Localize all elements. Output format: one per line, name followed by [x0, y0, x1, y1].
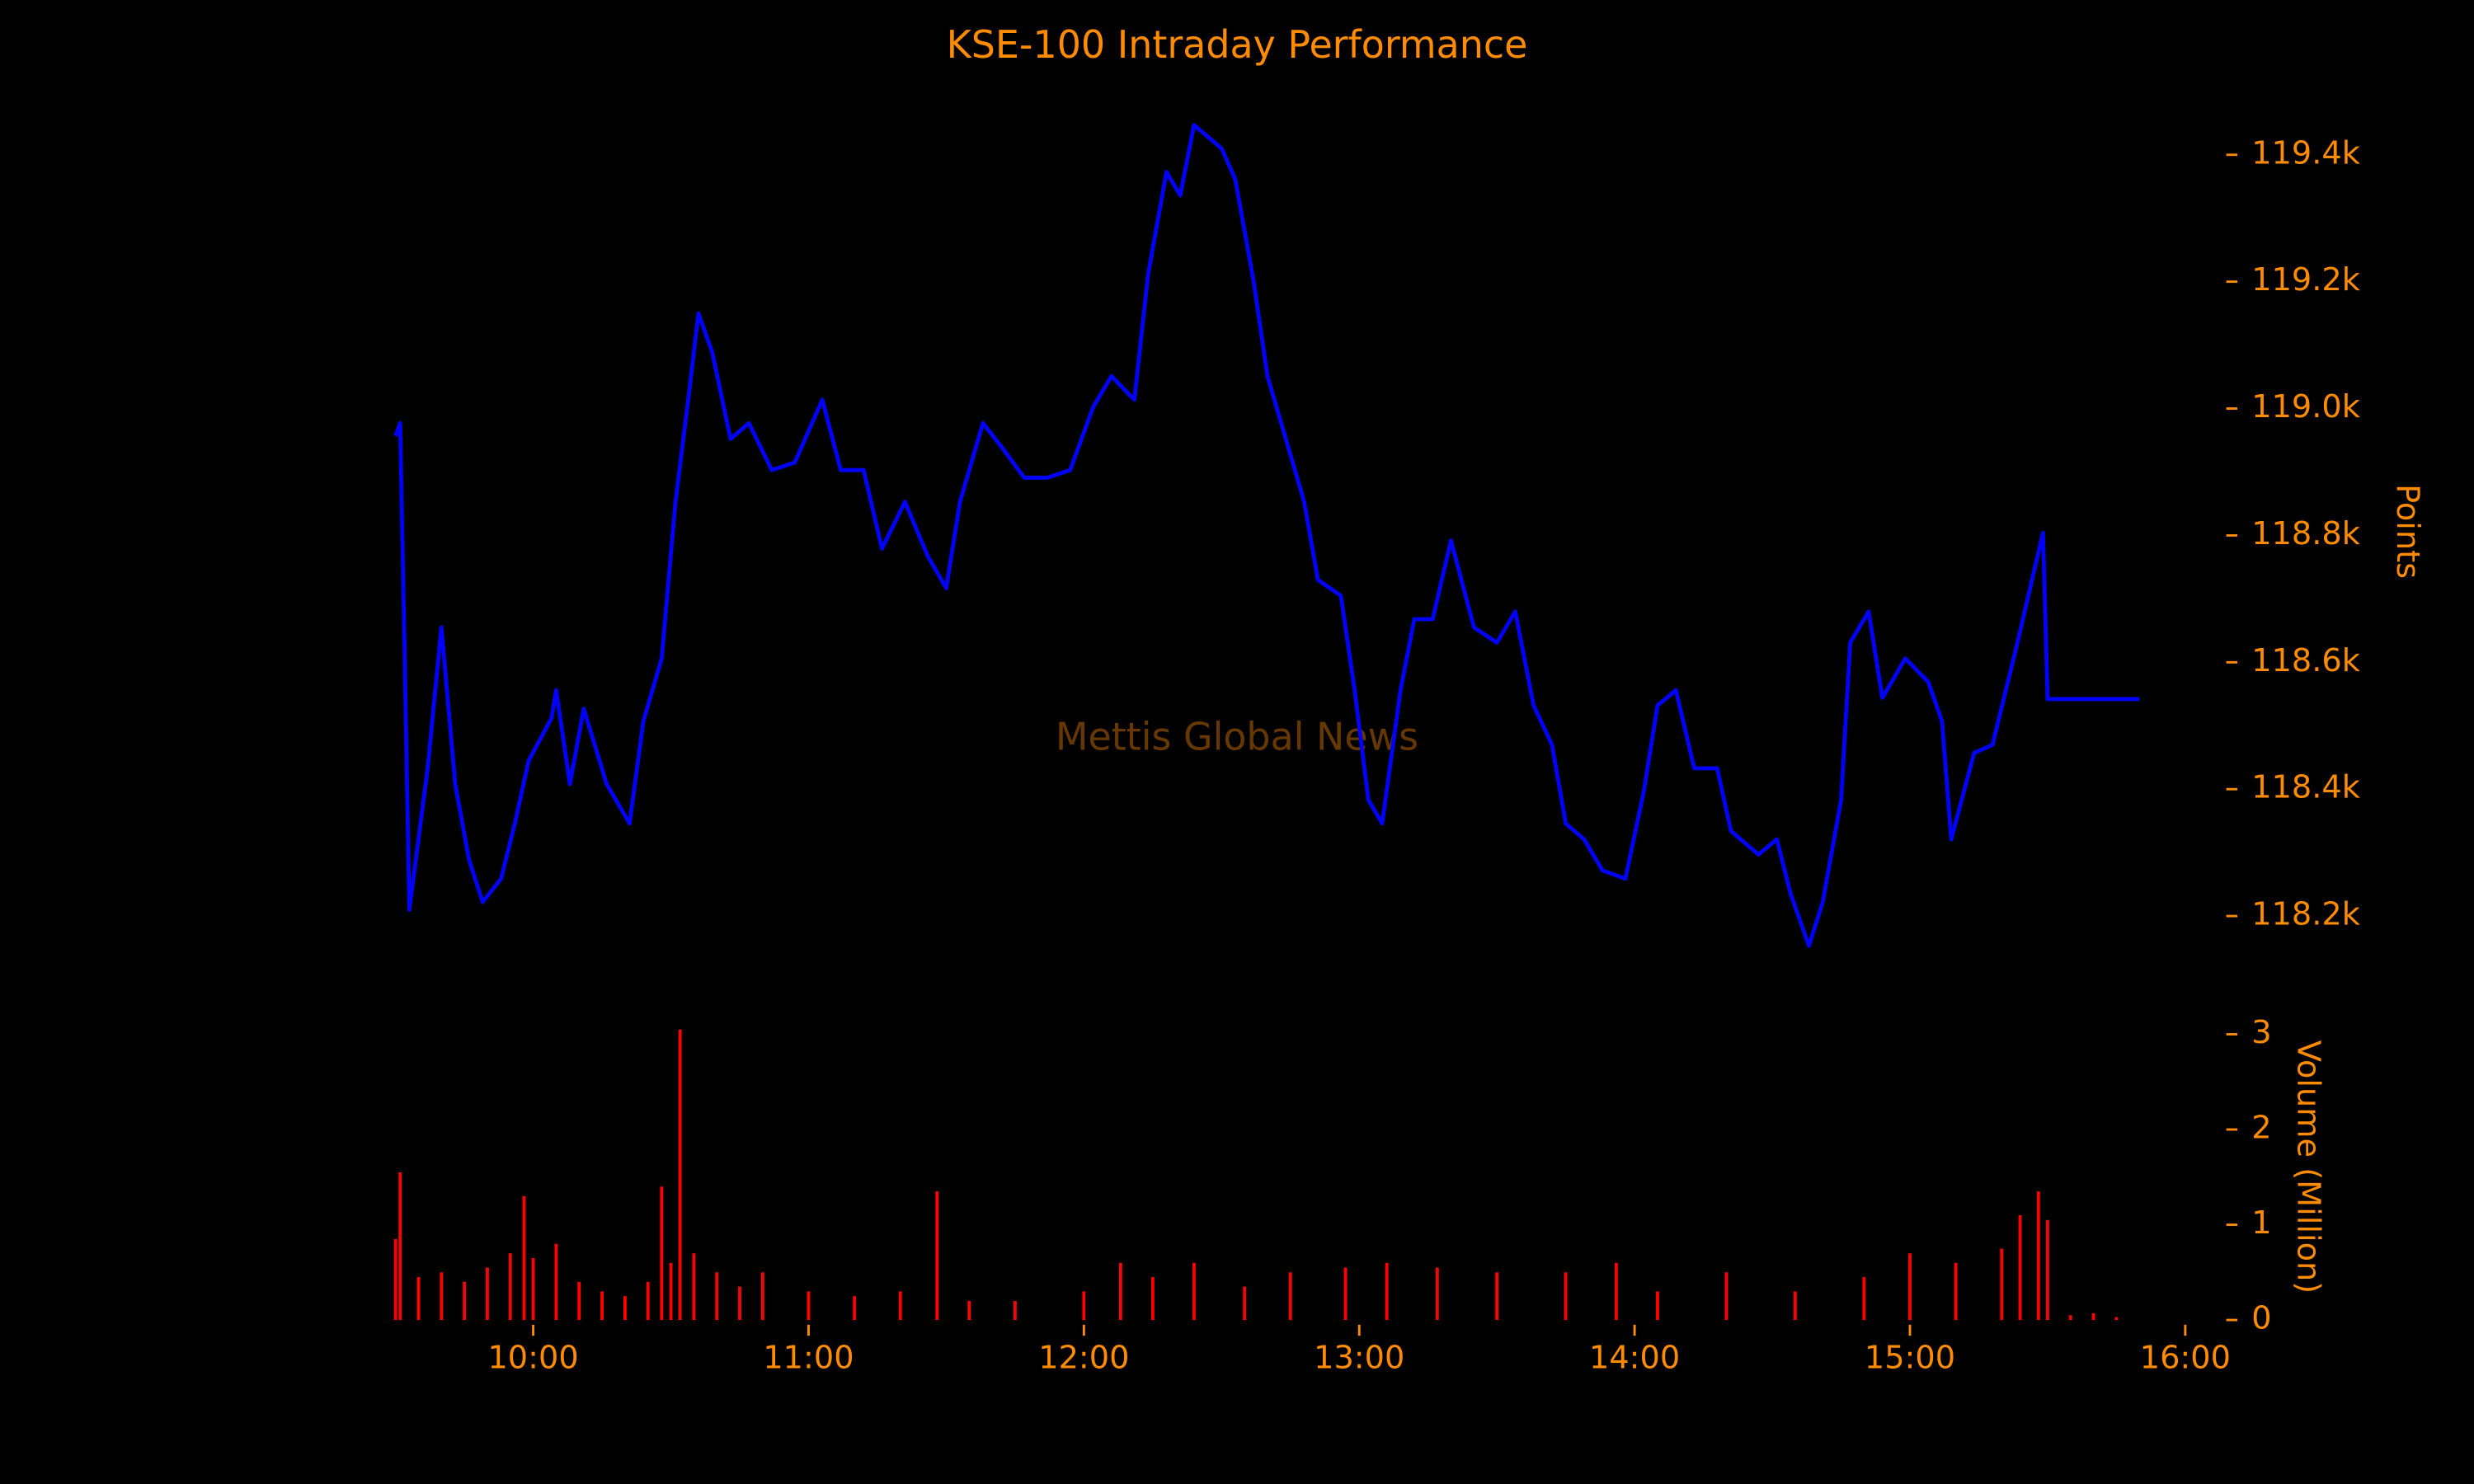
y-tick-label: 118.6k [2251, 642, 2361, 679]
volume-bar [2036, 1191, 2040, 1321]
y-tick-label: 119.4k [2251, 134, 2361, 171]
x-tick-label: 10:00 [487, 1339, 578, 1376]
y-tick-label: 1 [2251, 1205, 2271, 1242]
volume-bar [715, 1272, 719, 1321]
volume-bar [416, 1277, 421, 1321]
volume-bar [669, 1262, 673, 1321]
volume-bar [935, 1191, 939, 1321]
y-tick-label: 118.2k [2251, 896, 2361, 933]
volume-bar [1343, 1267, 1348, 1321]
volume-bar [393, 1238, 397, 1321]
volume-bar [1495, 1272, 1499, 1321]
y-tick-label: 118.4k [2251, 769, 2361, 806]
volume-bar [554, 1243, 558, 1321]
x-tick-label: 12:00 [1038, 1339, 1129, 1376]
x-tick-label: 13:00 [1314, 1339, 1404, 1376]
volume-bar [463, 1281, 467, 1321]
volume-bar [1908, 1253, 1912, 1321]
y-tick-label: 118.8k [2251, 515, 2361, 552]
volume-bar [1385, 1262, 1389, 1321]
y-tick-label: 119.0k [2251, 388, 2361, 425]
volume-bar [1150, 1277, 1155, 1321]
volume-bar [1435, 1267, 1439, 1321]
volume-bar [2046, 1219, 2049, 1321]
y2-axis-label: Volume (Million) [2290, 1040, 2327, 1294]
volume-bar [398, 1172, 402, 1321]
volume-bar [692, 1253, 696, 1321]
volume-bar [738, 1286, 741, 1321]
volume-bar [1118, 1262, 1122, 1321]
volume-bar [853, 1296, 857, 1321]
y-tick-label: 0 [2251, 1300, 2271, 1337]
volume-bar [486, 1267, 489, 1321]
volume-bar [600, 1291, 604, 1321]
volume-bar [678, 1029, 682, 1321]
volume-bar [660, 1186, 664, 1321]
chart-title: KSE-100 Intraday Performance [947, 22, 1528, 67]
volume-bar [898, 1291, 902, 1321]
volume-bar [522, 1195, 526, 1321]
volume-bar [646, 1281, 650, 1321]
y-tick-label: 2 [2251, 1110, 2271, 1147]
volume-bar [1192, 1262, 1196, 1321]
volume-bar [2091, 1313, 2095, 1321]
volume-bar [1243, 1286, 1247, 1321]
volume-bar [2000, 1248, 2004, 1321]
y-tick-label: 119.2k [2251, 261, 2361, 298]
volume-bar [2018, 1214, 2022, 1321]
volume-bar [1793, 1291, 1797, 1321]
y-axis-label: Points [2389, 484, 2426, 579]
volume-bar [508, 1253, 512, 1321]
volume-bar [1656, 1291, 1659, 1321]
volume-bar [1288, 1272, 1292, 1321]
volume-bar [1564, 1272, 1568, 1321]
volume-bar [623, 1296, 627, 1321]
volume-bar [1614, 1262, 1618, 1321]
volume-bar [967, 1300, 971, 1321]
x-tick-label: 15:00 [1865, 1339, 1955, 1376]
volume-bar [1724, 1272, 1729, 1321]
volume-bar [2114, 1317, 2119, 1321]
price-line [393, 123, 2140, 948]
volume-bar [577, 1281, 581, 1321]
x-tick-label: 14:00 [1589, 1339, 1680, 1376]
volume-bar [1013, 1300, 1017, 1321]
y-tick-label: 3 [2251, 1014, 2271, 1051]
x-tick-label: 16:00 [2140, 1339, 2231, 1376]
volume-bar [1862, 1277, 1866, 1321]
volume-bar [440, 1272, 444, 1321]
volume-bar [2068, 1315, 2072, 1321]
volume-bar [531, 1257, 535, 1321]
volume-bar [807, 1291, 811, 1321]
x-tick-label: 11:00 [763, 1339, 854, 1376]
volume-bar [760, 1272, 764, 1321]
volume-bar [1954, 1262, 1958, 1321]
volume-bar [1082, 1291, 1086, 1321]
